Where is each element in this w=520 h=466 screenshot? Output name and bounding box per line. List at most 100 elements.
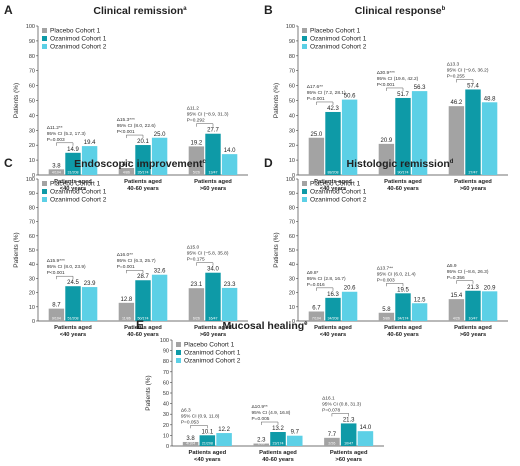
panel-title: Histologic remissiond <box>347 158 454 170</box>
bar-value-label: 20.1 <box>137 139 149 145</box>
y-tick-label: 50 <box>289 248 295 254</box>
legend-item: Placebo Cohort 1 <box>310 28 361 35</box>
y-tick-label: 10 <box>163 433 169 439</box>
bar <box>221 154 238 175</box>
bar-value-label: 23.9 <box>84 281 96 287</box>
bar <box>205 133 221 175</box>
significance-bracket <box>190 425 208 429</box>
x-category-label: <40 years <box>60 332 87 338</box>
significance-bracket <box>456 79 474 83</box>
bar <box>308 311 325 321</box>
y-tick-label: 60 <box>289 84 295 90</box>
bar-value-label: 5.8 <box>382 307 391 313</box>
y-tick-label: 80 <box>289 205 295 211</box>
x-category-label: 40-60 years <box>387 186 419 192</box>
significance-bracket <box>386 87 404 91</box>
y-tick-label: 0 <box>292 319 295 325</box>
bar-n-label: 23/174 <box>273 442 284 446</box>
bar-n-label: 50/174 <box>138 317 149 321</box>
bar-value-label: 23.1 <box>191 282 203 288</box>
stat-p-value: P=0.016 <box>307 282 325 288</box>
stat-p-value: P<0.001 <box>377 82 395 88</box>
bar <box>286 435 303 446</box>
panel-c: C Endoscopic improvementc 0 10 20 30 40 50 60 70 8… <box>4 156 248 338</box>
bar-value-label: 14.9 <box>67 147 79 153</box>
bar <box>395 293 411 321</box>
x-category-label: Patients aged <box>188 450 226 456</box>
significance-bracket <box>316 287 334 291</box>
y-tick-label: 20 <box>289 143 295 149</box>
stat-ci: 95% CI (5.2, 17.3) <box>47 131 86 137</box>
y-tick-label: 60 <box>29 84 35 90</box>
y-tick-label: 80 <box>163 359 169 365</box>
significance-bracket <box>196 123 214 127</box>
y-tick-label: 40 <box>289 113 295 119</box>
y-tick-label: 0 <box>292 173 295 179</box>
significance-bracket <box>56 275 74 280</box>
y-tick-label: 0 <box>32 173 35 179</box>
stat-p-value: P<0.001 <box>47 270 65 276</box>
significance-bracket <box>386 283 404 287</box>
stat-p-value: P=0.175 <box>187 257 205 263</box>
bar <box>308 137 325 175</box>
x-category-label: 40-60 years <box>387 332 419 338</box>
y-tick-label: 50 <box>29 248 35 254</box>
bar <box>216 433 232 446</box>
y-tick-label: 40 <box>29 113 35 119</box>
panel-title: Mucosal healinge <box>222 320 308 332</box>
bar-n-label: 4/86 <box>123 171 130 175</box>
bar <box>465 290 481 321</box>
y-axis-label: Patients (%) <box>13 83 20 118</box>
stat-ci: 95% CI (0.8, 31.3) <box>322 401 361 407</box>
bar <box>199 435 216 446</box>
legend-item: Placebo Cohort 1 <box>50 181 101 188</box>
bar-value-label: 57.4 <box>467 83 479 89</box>
stat-delta: Δ15.3*** <box>117 117 135 123</box>
stat-ci: 95% CI (0.9, 11.8) <box>181 413 220 419</box>
bar-n-label: 16/47 <box>209 317 218 321</box>
significance-bracket <box>56 142 74 146</box>
stat-delta: Δ16.1 <box>322 395 335 401</box>
y-tick-label: 100 <box>160 338 169 344</box>
stat-delta: Δ30.9*** <box>377 70 395 76</box>
bar <box>65 286 81 321</box>
stat-delta: Δ9.8* <box>307 270 319 276</box>
bar-value-label: 10.1 <box>201 429 213 435</box>
y-tick-label: 40 <box>163 402 169 408</box>
bar-n-label: 34/208 <box>328 317 339 321</box>
y-axis-label: Patients (%) <box>273 232 280 267</box>
stat-ci: 95% CI (8.0, 23.9) <box>47 264 86 270</box>
panel-b: B Clinical responseb 0 10 20 30 40 50 60 70 80 90 10… <box>264 3 508 192</box>
bar-value-label: 16.3 <box>327 292 339 298</box>
x-category-label: <40 years <box>320 332 347 338</box>
x-category-label: Patients aged <box>124 179 162 185</box>
stat-p-value: P=0.292 <box>187 118 205 124</box>
bar-n-label: 88/208 <box>328 171 339 175</box>
bar <box>378 143 395 175</box>
bar-n-label: 21/208 <box>202 442 213 446</box>
stat-ci: 95% CI (19.6, 42.2) <box>377 76 419 82</box>
bar-n-label: 9/104 <box>52 317 61 321</box>
stat-p-value: P=0.005 <box>251 416 269 422</box>
y-tick-label: 20 <box>289 291 295 297</box>
legend-swatch <box>42 44 47 49</box>
bar-value-label: 20.9 <box>484 285 496 291</box>
y-tick-label: 90 <box>29 191 35 197</box>
bar <box>188 146 205 175</box>
bar-value-label: 19.4 <box>84 140 96 146</box>
bar <box>118 302 135 321</box>
y-tick-label: 60 <box>163 380 169 386</box>
bar-value-label: 28.7 <box>137 274 149 280</box>
bar <box>357 431 374 446</box>
bar-n-label: 34/174 <box>398 317 409 321</box>
panel-d: D Histologic remissiond 0 10 20 30 40 50 60 70 80 9… <box>264 156 508 338</box>
stat-ci: 95% CI (8.0, 22.6) <box>117 123 156 129</box>
y-tick-label: 30 <box>29 276 35 282</box>
bar-value-label: 19.5 <box>397 287 409 293</box>
bar <box>411 91 428 175</box>
x-category-label: >60 years <box>460 186 487 192</box>
legend-item: Placebo Cohort 1 <box>184 342 235 349</box>
significance-bracket <box>196 262 214 266</box>
bar <box>221 287 238 321</box>
y-tick-label: 80 <box>289 54 295 60</box>
